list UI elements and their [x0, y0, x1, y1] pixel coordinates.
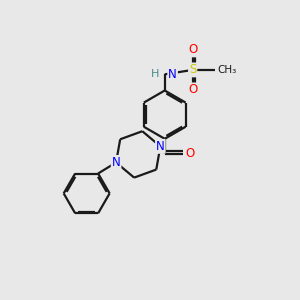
Text: N: N: [168, 68, 177, 81]
Text: O: O: [188, 44, 197, 56]
Text: H: H: [151, 69, 159, 79]
Text: S: S: [189, 63, 196, 76]
Text: O: O: [188, 83, 197, 96]
Text: CH₃: CH₃: [217, 65, 236, 75]
Text: N: N: [156, 140, 165, 153]
Text: N: N: [112, 156, 121, 169]
Text: O: O: [185, 147, 195, 160]
